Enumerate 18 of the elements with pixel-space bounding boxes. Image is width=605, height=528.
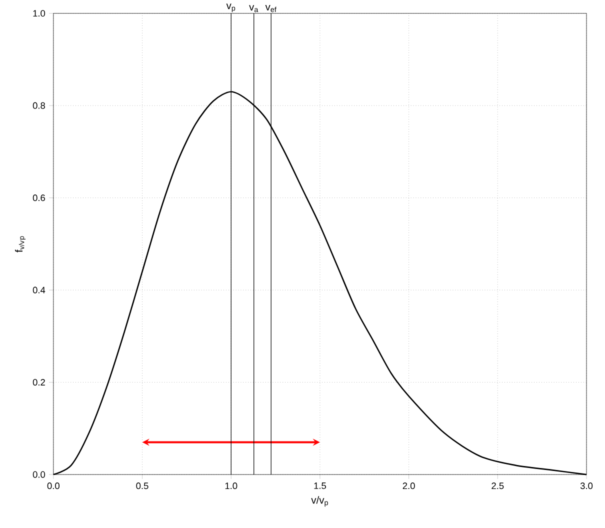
y-tick-label: 0.8 bbox=[32, 102, 45, 109]
x-tick-label: 2.5 bbox=[492, 482, 504, 490]
ref-line-label: v$_{ef}$ bbox=[265, 4, 276, 12]
x-tick-label: 1.0 bbox=[225, 482, 238, 490]
x-tick-label: 0.0 bbox=[47, 482, 60, 490]
y-axis-title: f$_{v/vp}$ bbox=[15, 236, 26, 252]
y-tick-label: 0.0 bbox=[32, 471, 46, 478]
ref-line-label: v$_{a}$ bbox=[249, 5, 258, 12]
x-tick-label: 3.0 bbox=[580, 482, 593, 490]
y-tick-label: 1.0 bbox=[33, 10, 46, 17]
y-tick-label: 0.4 bbox=[32, 286, 46, 294]
x-tick-label: 0.5 bbox=[136, 482, 148, 490]
y-tick-label: 0.2 bbox=[32, 379, 45, 386]
y-tick-label: 0.6 bbox=[32, 194, 45, 202]
x-axis-title: v/v$_{p}$ bbox=[311, 496, 328, 507]
x-tick-label: 2.0 bbox=[402, 482, 415, 490]
ref-line-label: v$_{p}$ bbox=[226, 4, 236, 12]
x-tick-label: 1.5 bbox=[314, 482, 326, 490]
